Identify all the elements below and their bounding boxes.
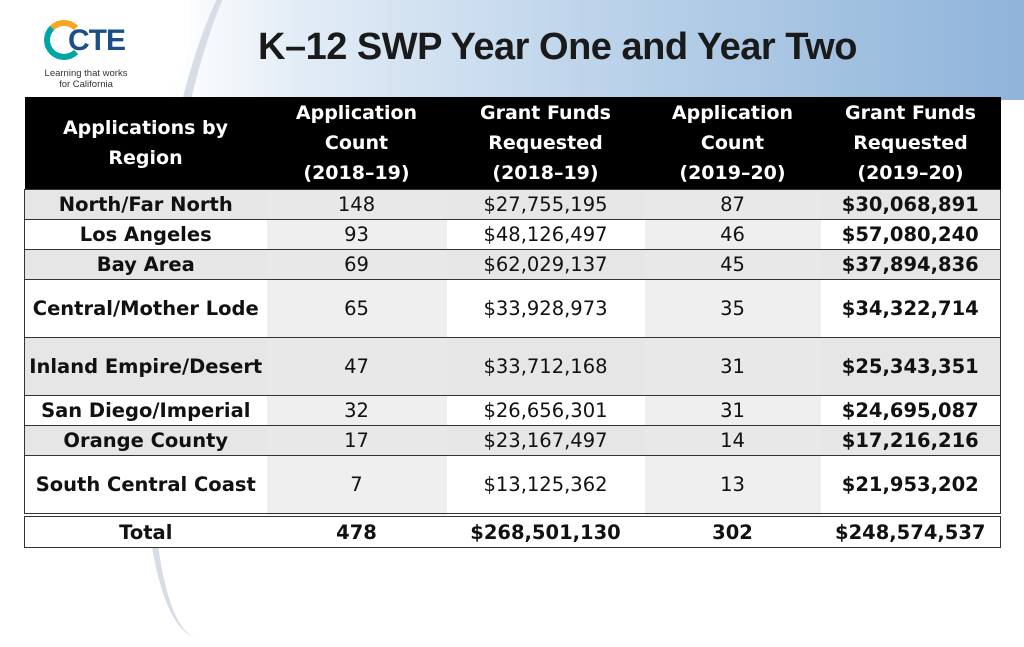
region-cell: South Central Coast [24, 455, 267, 515]
count-2018-19-cell: 148 [266, 189, 447, 220]
total-funds-2018-19-cell: $268,501,130 [446, 513, 645, 548]
table-row: Central/Mother Lode 65 $33,928,973 35 $3… [24, 279, 1001, 338]
cte-logo: CTE Learning that works for California [40, 18, 150, 93]
count-2019-20-cell: 13 [644, 455, 821, 515]
header-count-2018-19: Application Count (2018–19) [266, 97, 447, 190]
table-total-row: Total 478 $268,501,130 302 $248,574,537 [24, 513, 1001, 548]
region-cell: Inland Empire/Desert [24, 337, 267, 396]
count-2019-20-cell: 45 [644, 249, 821, 280]
logo-background [0, 0, 190, 100]
funds-2018-19-cell: $62,029,137 [446, 249, 645, 280]
count-2019-20-cell: 87 [644, 189, 821, 220]
funds-2018-19-cell: $23,167,497 [446, 425, 645, 456]
funds-2019-20-cell: $34,322,714 [820, 279, 1001, 338]
table-row: San Diego/Imperial 32 $26,656,301 31 $24… [24, 395, 1001, 426]
page-title: K–12 SWP Year One and Year Two [258, 26, 857, 68]
funds-2018-19-cell: $26,656,301 [446, 395, 645, 426]
funds-2018-19-cell: $33,928,973 [446, 279, 645, 338]
total-count-2019-20-cell: 302 [644, 513, 821, 548]
region-cell: Orange County [24, 425, 267, 456]
count-2018-19-cell: 65 [266, 279, 447, 338]
count-2019-20-cell: 46 [644, 219, 821, 250]
table-header-row: Applications by Region Application Count… [24, 97, 1001, 190]
count-2018-19-cell: 47 [266, 337, 447, 396]
logo-tagline-line2: for California [59, 79, 113, 90]
funds-2019-20-cell: $25,343,351 [820, 337, 1001, 396]
total-funds-2019-20-cell: $248,574,537 [820, 513, 1001, 548]
count-2018-19-cell: 17 [266, 425, 447, 456]
applications-table: Applications by Region Application Count… [24, 97, 1001, 548]
header-count-2019-20: Application Count (2019–20) [644, 97, 821, 190]
logo-ring-icon [44, 20, 84, 60]
table-row: Los Angeles 93 $48,126,497 46 $57,080,24… [24, 219, 1001, 250]
count-2019-20-cell: 35 [644, 279, 821, 338]
region-cell: Central/Mother Lode [24, 279, 267, 338]
count-2018-19-cell: 32 [266, 395, 447, 426]
region-cell: North/Far North [24, 189, 267, 220]
count-2018-19-cell: 69 [266, 249, 447, 280]
table-row: Inland Empire/Desert 47 $33,712,168 31 $… [24, 337, 1001, 396]
total-count-2018-19-cell: 478 [266, 513, 447, 548]
header-region: Applications by Region [24, 97, 267, 190]
funds-2019-20-cell: $21,953,202 [820, 455, 1001, 515]
logo-tagline: Learning that works for California [42, 68, 130, 90]
logo-tagline-line1: Learning that works [44, 68, 128, 79]
funds-2018-19-cell: $13,125,362 [446, 455, 645, 515]
funds-2019-20-cell: $57,080,240 [820, 219, 1001, 250]
header-funds-2019-20: Grant Funds Requested (2019–20) [820, 97, 1001, 190]
count-2018-19-cell: 7 [266, 455, 447, 515]
count-2019-20-cell: 31 [644, 395, 821, 426]
table-row: North/Far North 148 $27,755,195 87 $30,0… [24, 189, 1001, 220]
region-cell: San Diego/Imperial [24, 395, 267, 426]
table-row: Orange County 17 $23,167,497 14 $17,216,… [24, 425, 1001, 456]
count-2019-20-cell: 14 [644, 425, 821, 456]
funds-2019-20-cell: $37,894,836 [820, 249, 1001, 280]
header-funds-2018-19: Grant Funds Requested (2018–19) [446, 97, 645, 190]
total-label-cell: Total [24, 513, 267, 548]
funds-2018-19-cell: $27,755,195 [446, 189, 645, 220]
region-cell: Bay Area [24, 249, 267, 280]
table-row: Bay Area 69 $62,029,137 45 $37,894,836 [24, 249, 1001, 280]
funds-2018-19-cell: $33,712,168 [446, 337, 645, 396]
count-2018-19-cell: 93 [266, 219, 447, 250]
funds-2019-20-cell: $30,068,891 [820, 189, 1001, 220]
table-row: South Central Coast 7 $13,125,362 13 $21… [24, 455, 1001, 515]
funds-2019-20-cell: $17,216,216 [820, 425, 1001, 456]
count-2019-20-cell: 31 [644, 337, 821, 396]
logo-text: CTE [68, 24, 126, 57]
funds-2019-20-cell: $24,695,087 [820, 395, 1001, 426]
funds-2018-19-cell: $48,126,497 [446, 219, 645, 250]
region-cell: Los Angeles [24, 219, 267, 250]
